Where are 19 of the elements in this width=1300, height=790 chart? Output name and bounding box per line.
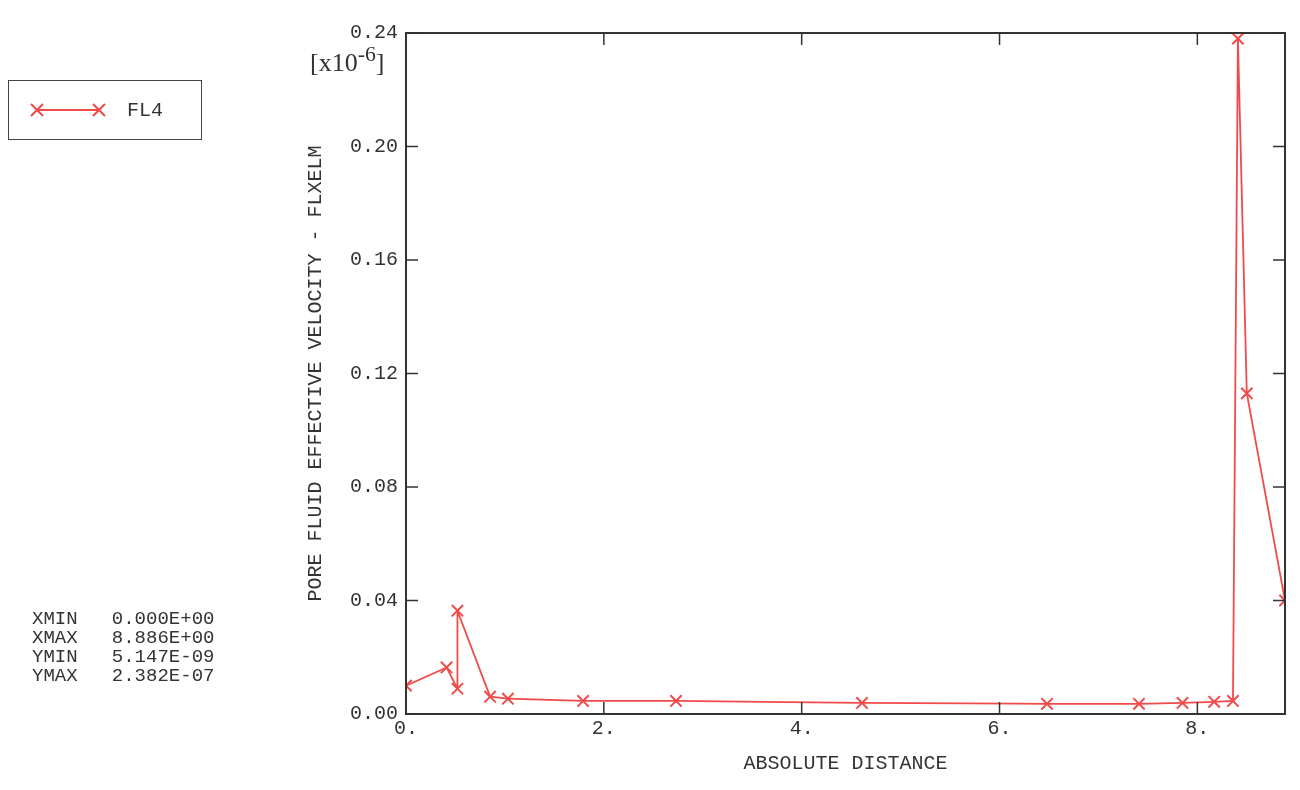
text: XMIN 0.000E+00 bbox=[32, 608, 215, 630]
y-axis-title: PORE FLUID EFFECTIVE VELOCITY - FLXELM bbox=[304, 145, 328, 602]
x-tick-label: 8. bbox=[1185, 717, 1210, 741]
x-axis-title: ABSOLUTE DISTANCE bbox=[743, 752, 948, 776]
text: YMAX 2.382E-07 bbox=[32, 665, 215, 687]
x-tick-label: 0. bbox=[394, 717, 419, 741]
y-tick-label: 0.16 bbox=[349, 248, 399, 272]
y-tick-label: 0.12 bbox=[349, 361, 399, 385]
y-tick-label: 0.04 bbox=[349, 588, 399, 612]
legend-label: FL4 bbox=[127, 98, 164, 122]
text: YMIN 5.147E-09 bbox=[32, 646, 215, 668]
x-tick-label: 6. bbox=[987, 717, 1012, 741]
x-tick-label: 4. bbox=[789, 717, 814, 741]
y-tick-label: 0.08 bbox=[349, 475, 399, 499]
y-tick-label: 0.24 bbox=[349, 21, 399, 45]
y-tick-label: 0.20 bbox=[349, 134, 399, 158]
x-tick-label: 2. bbox=[591, 717, 616, 741]
text: XMAX 8.886E+00 bbox=[32, 627, 215, 649]
text: [x10$^{-6}$] bbox=[310, 42, 385, 77]
